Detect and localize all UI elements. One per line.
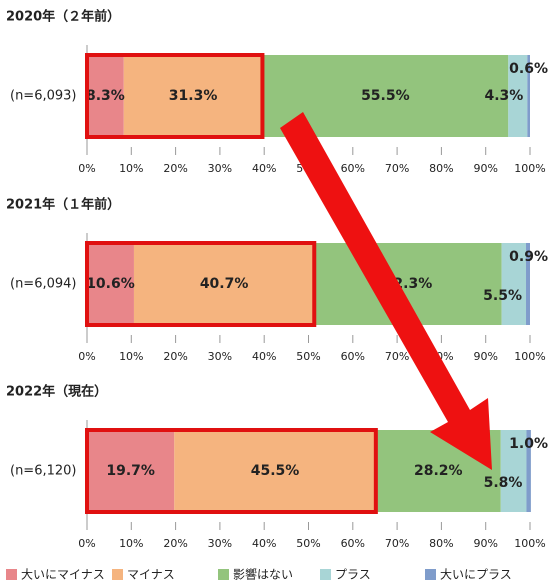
highlight-box (85, 428, 378, 514)
x-tick-label: 30% (208, 537, 232, 550)
x-tick-label: 20% (163, 162, 187, 175)
category-label: (n=6,093) (10, 89, 77, 104)
x-tick-label: 10% (119, 162, 143, 175)
chart-title: 2021年（１年前） (6, 197, 120, 213)
value-label: 55.5% (361, 88, 410, 104)
chart-title: 2022年（現在） (6, 384, 107, 400)
legend-swatch (6, 569, 17, 580)
value-label: 0.9% (509, 249, 548, 265)
value-label: 8.3% (86, 88, 125, 104)
legend-label: 影響はない (233, 567, 293, 582)
bar-segment (87, 55, 124, 137)
x-tick-label: 70% (385, 537, 409, 550)
value-label: 4.3% (485, 88, 524, 104)
legend-swatch (425, 569, 436, 580)
bar-segment (123, 55, 263, 137)
legend-label: プラス (335, 568, 371, 582)
highlight-box (85, 241, 317, 327)
x-tick-label: 50% (296, 537, 320, 550)
value-label: 5.8% (484, 475, 523, 491)
x-tick-label: 80% (429, 162, 453, 175)
bar-segment (500, 430, 527, 512)
bar-segment (133, 243, 315, 325)
category-label: (n=6,094) (10, 277, 77, 292)
category-label: (n=6,120) (10, 464, 77, 479)
x-tick-label: 50% (296, 350, 320, 363)
x-tick-label: 60% (341, 537, 365, 550)
x-tick-label: 30% (208, 350, 232, 363)
x-tick-label: 100% (514, 350, 545, 363)
x-tick-label: 0% (78, 350, 95, 363)
bar-segment (526, 243, 530, 325)
value-label: 19.7% (106, 463, 155, 479)
x-tick-label: 100% (514, 537, 545, 550)
x-tick-label: 100% (514, 162, 545, 175)
x-tick-label: 70% (385, 350, 409, 363)
value-label: 31.3% (169, 88, 218, 104)
x-tick-label: 10% (119, 537, 143, 550)
x-tick-label: 80% (429, 537, 453, 550)
highlight-box (85, 53, 265, 139)
x-tick-label: 60% (341, 162, 365, 175)
bar-segment (508, 55, 528, 137)
x-tick-label: 90% (473, 350, 497, 363)
arrow (280, 112, 492, 470)
legend-swatch (320, 569, 331, 580)
x-tick-label: 60% (341, 350, 365, 363)
value-label: 5.5% (483, 288, 522, 304)
value-label: 1.0% (509, 436, 548, 452)
legend-swatch (218, 569, 229, 580)
bar-segment (526, 430, 531, 512)
bar-segment (174, 430, 376, 512)
legend-swatch (112, 569, 123, 580)
value-label: 45.5% (251, 463, 300, 479)
x-tick-label: 0% (78, 537, 95, 550)
x-tick-label: 10% (119, 350, 143, 363)
x-tick-label: 20% (163, 537, 187, 550)
x-tick-label: 0% (78, 162, 95, 175)
legend-label: 大いにマイナス (21, 568, 105, 582)
x-tick-label: 70% (385, 162, 409, 175)
value-label: 28.2% (414, 463, 463, 479)
legend-label: 大いにプラス (440, 568, 512, 582)
bar-segment (87, 243, 134, 325)
bar-segment (527, 55, 530, 137)
x-tick-label: 90% (473, 537, 497, 550)
x-tick-label: 40% (252, 162, 276, 175)
chart-title: 2020年（２年前） (6, 9, 120, 25)
x-tick-label: 90% (473, 162, 497, 175)
x-tick-label: 40% (252, 537, 276, 550)
x-tick-label: 30% (208, 162, 232, 175)
x-tick-label: 20% (163, 350, 187, 363)
x-tick-label: 40% (252, 350, 276, 363)
bar-segment (501, 243, 527, 325)
legend-label: マイナス (127, 568, 175, 582)
bar-segment (87, 430, 175, 512)
value-label: 0.6% (509, 61, 548, 77)
value-label: 40.7% (200, 276, 249, 292)
value-label: 10.6% (86, 276, 135, 292)
